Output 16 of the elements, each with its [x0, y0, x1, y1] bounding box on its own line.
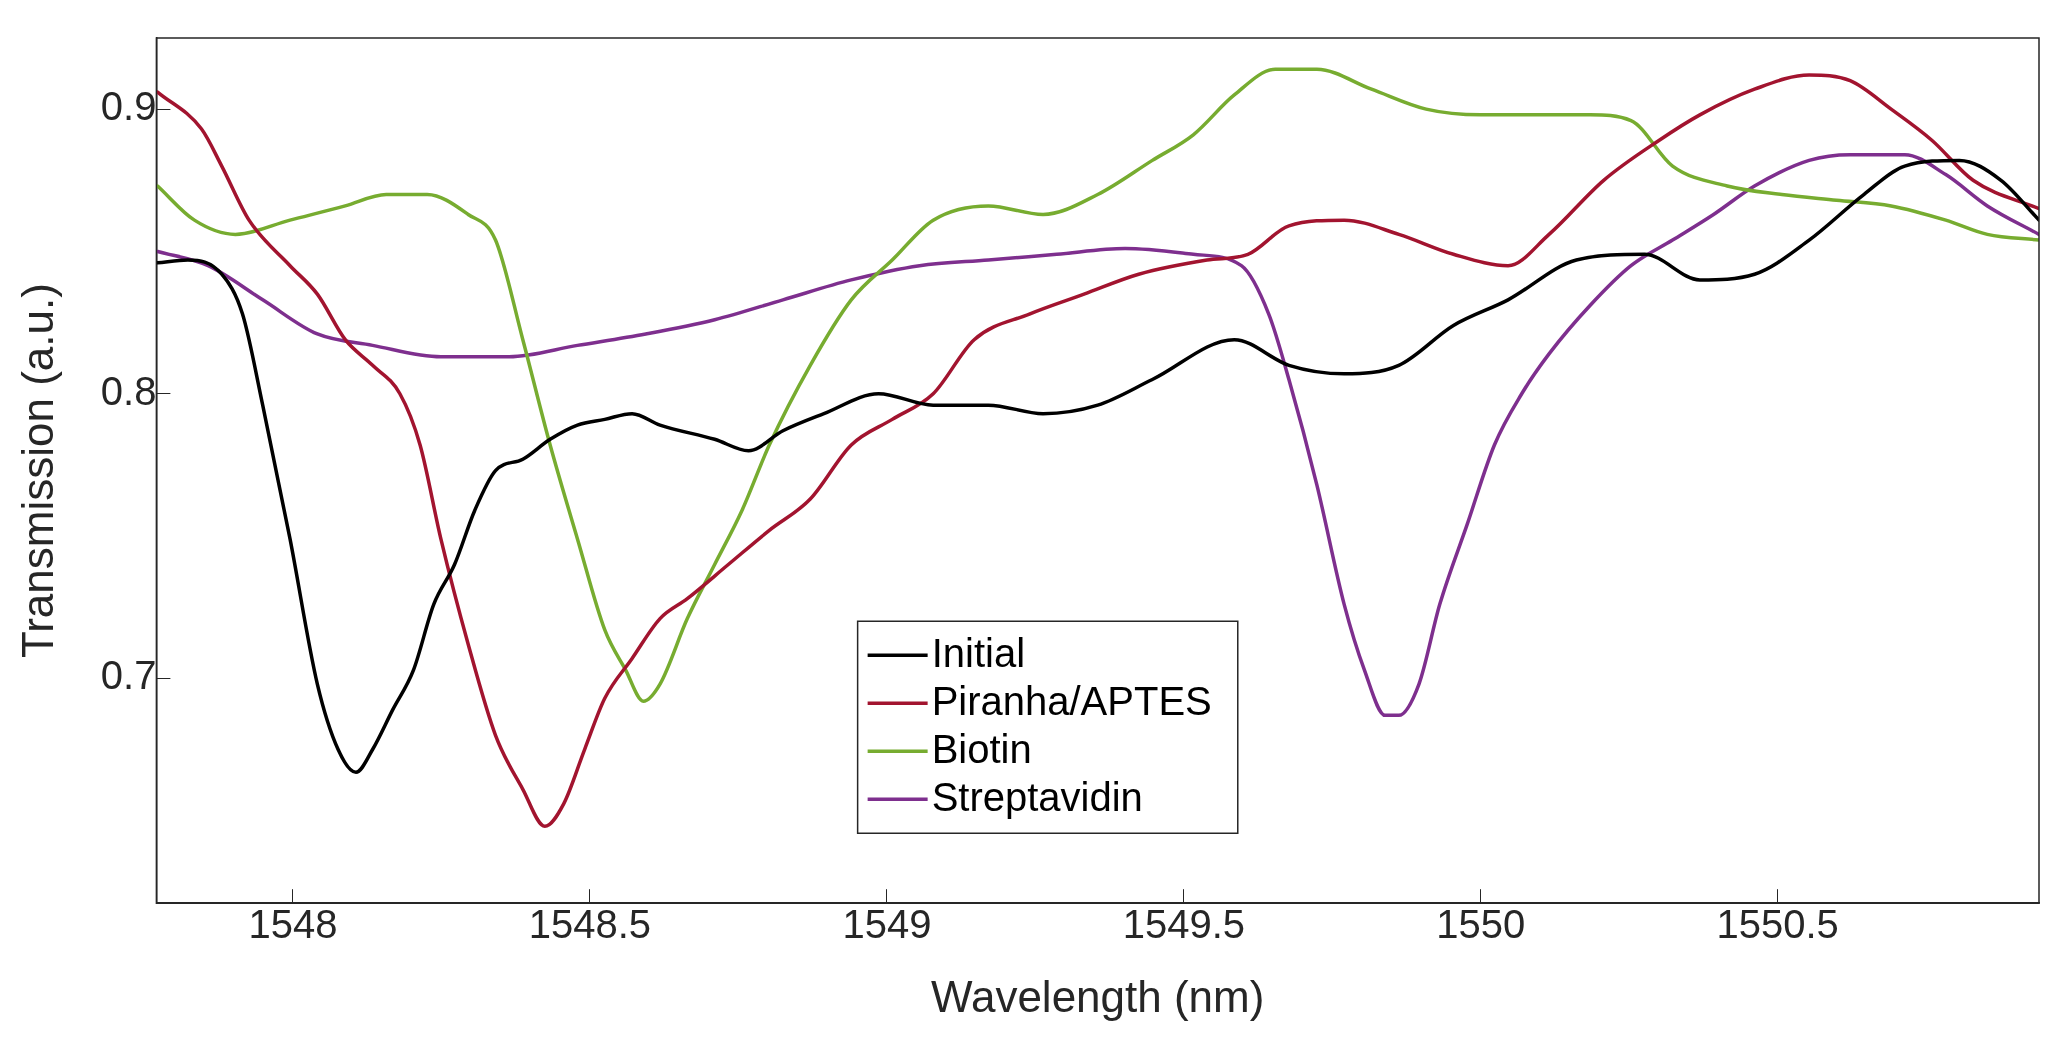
- x-axis-title: Wavelength (nm): [931, 971, 1265, 1021]
- x-tick-label: 1549.5: [1122, 902, 1245, 947]
- y-tick-label: 0.9: [100, 84, 157, 129]
- legend-label: Biotin: [931, 727, 1032, 772]
- legend-label: Initial: [931, 631, 1026, 676]
- line-series: [156, 73, 2039, 829]
- x-tick-label: 1548: [248, 902, 338, 947]
- x-tick-label: 1550: [1436, 902, 1526, 947]
- y-axis-title: Transmission (a.u.): [12, 283, 62, 659]
- y-tick-label: 0.8: [100, 368, 157, 413]
- legend-label: Streptavidin: [931, 775, 1143, 820]
- x-tick-label: 1549: [842, 902, 932, 947]
- y-tick-label: 0.7: [100, 653, 157, 698]
- legend-label: Piranha/APTES: [931, 679, 1212, 724]
- x-tick-label: 1548.5: [528, 902, 652, 947]
- x-tick-label: 1550.5: [1716, 902, 1839, 947]
